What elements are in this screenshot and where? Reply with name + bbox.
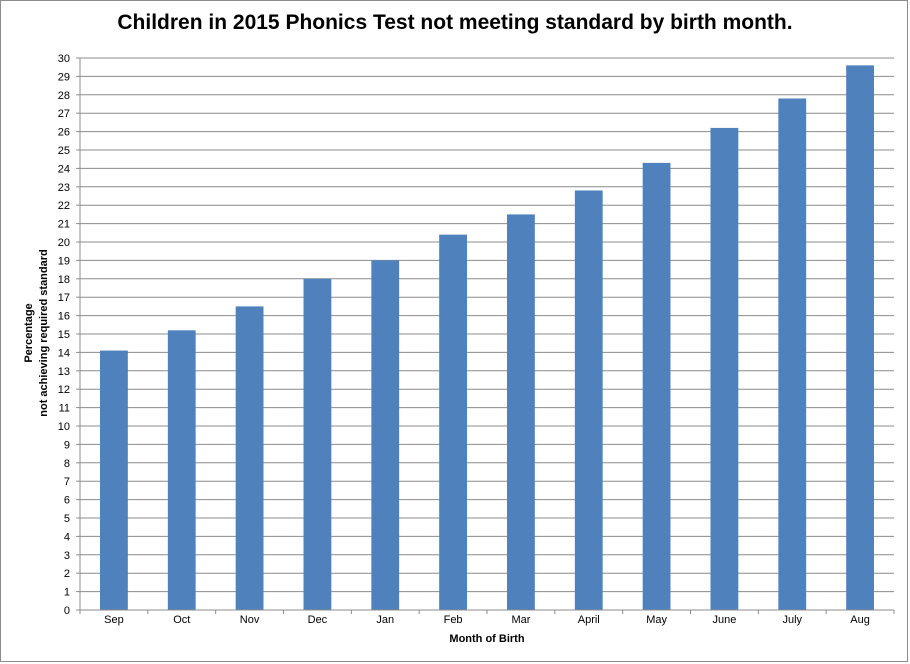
y-tick-label: 26 [58,127,70,139]
bar-dec [303,278,332,610]
bar-may [642,162,671,610]
y-tick-label: 12 [58,384,70,396]
y-tick-label: 11 [59,403,70,415]
y-tick-label: 30 [58,53,70,65]
y-tick-labels: 0123456789101112131415161718192021222324… [58,53,80,617]
y-tick-label: 3 [64,550,70,562]
y-axis-title-line-1: Percentage [23,303,35,362]
y-tick-label: 13 [58,366,70,378]
bar-july [778,98,807,610]
y-tick-label: 19 [58,255,70,267]
y-axis-title-line-2: not achieving required standard [38,249,50,416]
bar-nov [235,306,264,610]
y-tick-label: 22 [58,200,70,212]
y-tick-label: 10 [58,421,70,433]
y-tick-label: 4 [64,531,70,543]
chart-title: Children in 2015 Phonics Test not meetin… [117,11,793,34]
gridlines [80,57,894,593]
bar-april [574,190,603,611]
y-tick-label: 1 [64,587,70,599]
y-tick-label: 9 [64,439,70,451]
y-tick-label: 23 [58,182,70,194]
y-tick-label: 29 [58,71,70,83]
y-tick-label: 7 [64,476,70,488]
bar-jan [371,260,400,610]
x-tick-label: Aug [850,614,870,626]
y-tick-label: 21 [58,219,70,231]
x-tick-label: July [782,614,802,626]
bar-sep [100,350,128,610]
y-tick-label: 20 [58,237,70,249]
x-tick-label: Mar [511,614,530,626]
y-tick-label: 15 [58,329,70,341]
y-tick-label: 27 [58,108,70,120]
y-tick-label: 18 [58,274,70,286]
x-axis-title: Month of Birth [449,633,524,645]
y-tick-label: 14 [58,347,70,359]
y-tick-label: 17 [58,292,70,304]
x-tick-label: Sep [104,614,124,626]
y-tick-label: 2 [64,568,70,580]
x-tick-label: June [712,614,736,626]
x-tick-label: April [578,614,600,626]
bar-aug [846,65,874,611]
bar-oct [167,330,196,610]
bar-mar [507,214,535,610]
x-tick-label: Feb [444,614,463,626]
y-tick-label: 5 [64,513,70,525]
y-tick-label: 6 [64,495,70,507]
x-tick-label: Oct [173,614,190,626]
x-tick-label: Dec [308,614,328,626]
axes [79,58,895,614]
y-tick-label: 0 [64,605,70,617]
x-tick-labels: Sep Oct Nov Dec Jan Feb Mar April May June July Aug [104,614,870,626]
x-tick-label: May [646,614,667,626]
bar-feb [439,234,467,610]
y-tick-label: 24 [58,163,70,175]
bars [100,65,874,611]
y-tick-label: 28 [58,90,70,102]
y-tick-label: 8 [64,458,70,470]
x-tick-label: Nov [240,614,260,626]
y-tick-label: 25 [58,145,70,157]
x-tick-label: Jan [376,614,394,626]
bar-june [710,127,739,611]
y-tick-label: 16 [58,311,70,323]
